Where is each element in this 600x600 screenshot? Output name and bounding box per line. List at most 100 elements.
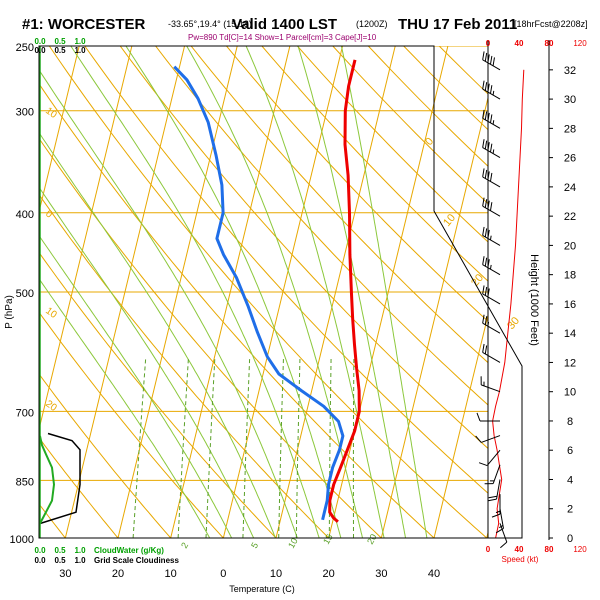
- wind-barb: [482, 197, 501, 217]
- wind-barb-flag: [487, 112, 490, 122]
- temperature-tick-label: 0: [220, 568, 226, 580]
- wind-barb-flag: [487, 83, 490, 93]
- pressure-tick-label: 250: [16, 42, 34, 54]
- wind-barb-flag: [482, 80, 485, 90]
- wind-barb-flag: [487, 54, 490, 63]
- wind-barb-flag: [482, 314, 485, 324]
- wind-barb: [475, 435, 501, 443]
- wind-barb: [482, 109, 501, 129]
- wind-barb-flag: [484, 228, 488, 237]
- isotherm-line: [39, 46, 80, 215]
- wind-barb-flag: [484, 286, 488, 296]
- wind-barb-staff: [482, 147, 501, 159]
- wind-barb-flag: [492, 120, 495, 125]
- wind-barb-flag: [484, 316, 488, 325]
- height-tick-label: 6: [567, 445, 573, 457]
- speed-secondary-top: 120: [573, 39, 587, 48]
- isotherm-line: [486, 530, 488, 538]
- dry-adiabat-label: 10: [43, 305, 59, 321]
- wind-barb-staff: [499, 508, 504, 529]
- wind-barb: [482, 168, 501, 188]
- wind-barb-flag: [487, 200, 490, 210]
- wind-barb-flag: [482, 109, 485, 119]
- wind-barb-flag: [484, 345, 488, 355]
- wind-barb-flag: [495, 528, 504, 534]
- cloudiness-tick-bottom: 0.0: [34, 556, 46, 565]
- dewpoint-profile: [173, 65, 345, 521]
- temperature-profile: [328, 59, 361, 523]
- height-tick-label: 10: [564, 387, 576, 399]
- wind-barb-flag: [489, 114, 493, 123]
- wind-barb-flag: [476, 412, 481, 422]
- wind-barb-staff: [481, 435, 501, 443]
- mixing-ratio-line: [242, 356, 251, 538]
- pressure-tick-label: 1000: [10, 534, 34, 546]
- mixing-ratio-label: 10: [286, 536, 300, 550]
- cloudiness-tick-top: 0.0: [34, 46, 46, 55]
- wind-barb-flag: [484, 199, 488, 208]
- wind-barb-flag: [482, 51, 485, 60]
- wind-barb-flag: [482, 256, 485, 265]
- wind-barb: [482, 80, 501, 100]
- wind-barb-staff: [492, 464, 501, 484]
- height-tick-label: 4: [567, 474, 573, 486]
- speed-axis-title: Speed (kt): [502, 555, 539, 564]
- wind-barb-staff: [496, 479, 501, 500]
- wind-barb-flag: [482, 343, 485, 353]
- wind-barb: [482, 256, 501, 276]
- isotherm-line: [64, 46, 186, 538]
- wind-barb-flag: [489, 85, 493, 94]
- wind-barb: [482, 285, 501, 305]
- wind-barb-staff: [482, 352, 501, 363]
- cloud-water-tick-bottom: 0.0: [34, 546, 46, 555]
- wind-barb-flag: [484, 257, 488, 267]
- temperature-tick-label: 30: [59, 568, 71, 580]
- pressure-tick-label: 300: [16, 107, 34, 119]
- wind-barb: [495, 508, 504, 534]
- temperature-tick-label: 20: [112, 568, 124, 580]
- wind-barb-staff: [482, 264, 501, 276]
- isotherm-line: [170, 46, 291, 538]
- pressure-axis-title: P (hPa): [4, 295, 15, 329]
- wind-barb: [491, 494, 501, 518]
- wind-barb-flag: [499, 525, 504, 529]
- wind-barb: [484, 464, 501, 485]
- dry-adiabat-line: [39, 503, 66, 538]
- wind-barb: [482, 343, 501, 363]
- moist-adiabat-line: [39, 131, 277, 538]
- forecast-date: THU 17 Feb 2011: [398, 16, 518, 33]
- cloud-water-tick-top: 1.0: [74, 37, 86, 46]
- cloud-water-line: [39, 435, 56, 524]
- height-tick-label: 32: [564, 65, 576, 77]
- wind-barb-flag: [484, 52, 488, 62]
- height-tick-label: 0: [567, 533, 573, 545]
- wind-barb-flag: [489, 143, 493, 153]
- height-tick-label: 14: [564, 328, 576, 340]
- moist-adiabat-line: [39, 277, 211, 538]
- wind-barb-flag: [487, 259, 490, 268]
- wind-barb: [476, 412, 500, 422]
- temperature-tick-label: 10: [270, 568, 282, 580]
- dry-adiabat-line: [154, 46, 488, 406]
- height-tick-label: 22: [564, 211, 576, 223]
- dry-adiabat-line: [39, 311, 224, 538]
- wind-barb-flag: [482, 139, 485, 148]
- cloudiness-tick-top: 1.0: [74, 46, 86, 55]
- dry-adiabat-line: [39, 437, 119, 538]
- mixing-ratio-line: [177, 356, 189, 538]
- moist-adiabat-line: [70, 46, 320, 538]
- wind-barb-flag: [487, 288, 490, 298]
- speed-tick-bottom: 40: [515, 545, 524, 554]
- wind-barb-flag: [491, 513, 501, 518]
- temperature-tick-label: 10: [165, 568, 177, 580]
- dry-adiabat-line: [84, 46, 488, 494]
- height-tick-label: 18: [564, 270, 576, 282]
- cloud-water-tick-top: 0.5: [54, 37, 66, 46]
- dry-adiabat-line: [39, 82, 435, 538]
- wind-barb: [482, 226, 501, 246]
- dry-adiabat-line: [438, 46, 488, 95]
- dry-adiabat-line: [261, 46, 488, 282]
- wind-barb-staff: [482, 293, 501, 305]
- dry-adiabat-label: 0: [43, 208, 54, 220]
